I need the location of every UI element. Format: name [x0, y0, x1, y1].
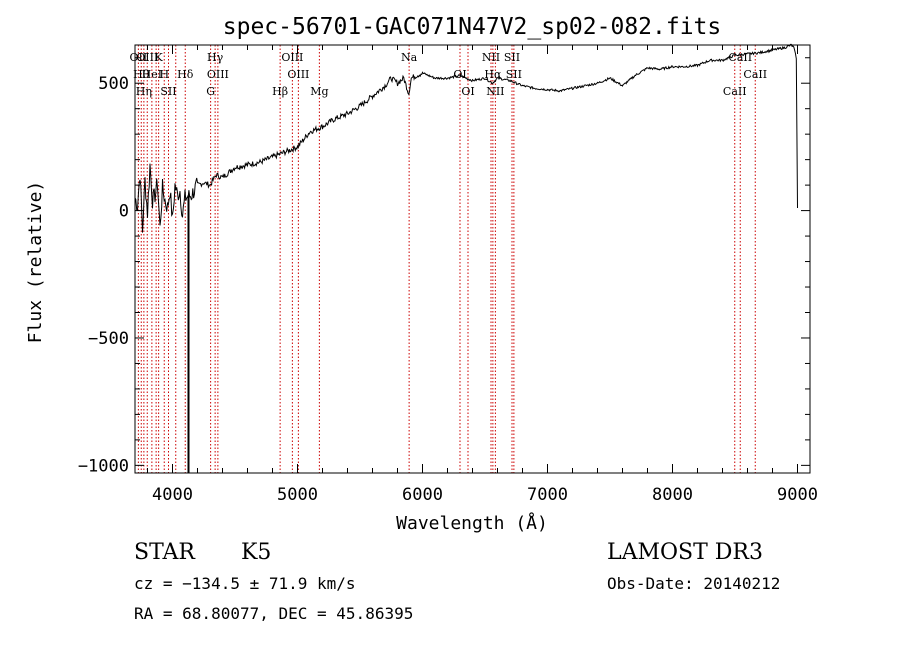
y-tick-label: 500 [98, 74, 129, 94]
line-label: SII [160, 85, 176, 98]
x-tick-label: 5000 [277, 485, 318, 505]
line-label: SII [504, 51, 520, 64]
x-tick-label: 8000 [652, 485, 693, 505]
y-axis-label: Flux (relative) [25, 181, 46, 344]
line-label: OIII [207, 68, 229, 81]
chart-title: spec-56701-GAC071N47V2_sp02-082.fits [223, 14, 722, 40]
x-tick-label: 9000 [777, 485, 818, 505]
line-label: Hβ [272, 85, 288, 98]
redshift-velocity: cz = −134.5 ± 71.9 km/s [134, 574, 356, 593]
line-label: CaII [723, 85, 747, 98]
line-label: SII [506, 68, 522, 81]
object-class: STAR [134, 540, 195, 565]
x-tick-label: 7000 [527, 485, 568, 505]
x-axis-label: Wavelength (Å) [396, 512, 548, 534]
survey-name: LAMOST DR3 [607, 540, 763, 565]
line-label: OIII [136, 51, 158, 64]
line-label: H [159, 68, 169, 81]
emission-line-labels: OIIHθHηOIIIHeIKHSIIHδGHγOIIIHβOIIIOIIIMg… [130, 51, 768, 98]
line-label: CaII [743, 68, 767, 81]
line-label: OI [461, 85, 474, 98]
line-label: OIII [281, 51, 303, 64]
y-tick-label: −1000 [78, 456, 129, 476]
line-label: Na [401, 51, 418, 64]
spectrum-series-line [134, 43, 798, 233]
line-label: HeI [142, 68, 162, 81]
y-tick-label: −500 [88, 329, 129, 349]
line-label: NII [482, 51, 500, 64]
y-tick-label: 0 [119, 202, 129, 222]
line-label: OIII [287, 68, 309, 81]
line-label: Hδ [177, 68, 194, 81]
plot-background [135, 45, 810, 473]
plot-area [135, 45, 810, 473]
object-subclass: K5 [241, 540, 272, 565]
line-label: Mg [310, 85, 328, 98]
x-tick-label: 4000 [152, 485, 193, 505]
line-label: Hη [136, 85, 152, 98]
sky-coordinates: RA = 68.80077, DEC = 45.86395 [134, 604, 414, 623]
line-label: Hγ [207, 51, 224, 64]
axis-ticks: 4000 5000 6000 7000 8000 9000 −1000 −500 0 500 [78, 45, 818, 505]
line-label: G [206, 85, 215, 98]
x-tick-label: 6000 [402, 485, 443, 505]
line-label: NII [486, 85, 504, 98]
line-label: Hθ [133, 68, 150, 81]
observation-date: Obs-Date: 20140212 [607, 574, 781, 593]
line-label: K [155, 51, 164, 64]
emission-line-markers [137, 45, 756, 473]
